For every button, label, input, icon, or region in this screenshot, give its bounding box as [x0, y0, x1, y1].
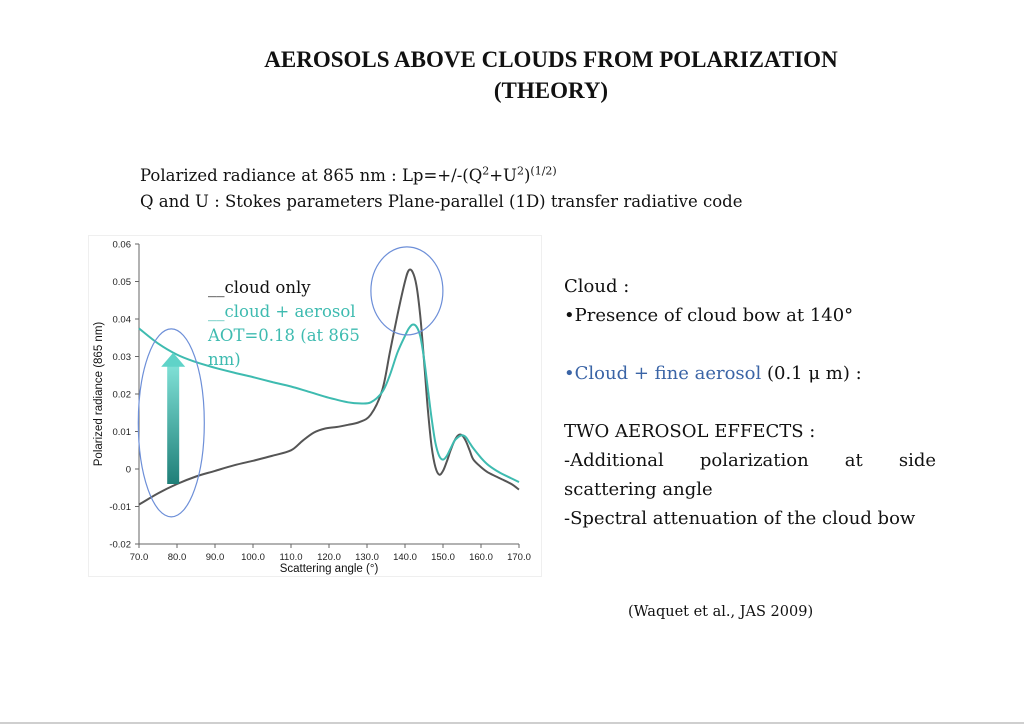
aerosol-line: •Cloud + fine aerosol (0.1 μ m) : [564, 359, 936, 388]
y-tick-label: 0 [126, 465, 131, 476]
formula-block: Polarized radiance at 865 nm : Lp=+/-(Q2… [140, 163, 742, 215]
x-tick-label: 150.0 [431, 552, 455, 563]
x-tick-label: 70.0 [130, 552, 149, 563]
aerosol-colored-text: •Cloud + fine aerosol [564, 363, 762, 384]
explanation-panel: Cloud : •Presence of cloud bow at 140° •… [564, 272, 936, 533]
chart-panel: 0.06 0.05 0.04 0.03 0.02 0.01 0 -0.01 -0.02 70.0 8… [88, 235, 542, 577]
y-tick-label: 0.04 [113, 315, 132, 326]
formula-line-1: Polarized radiance at 865 nm : Lp=+/-(Q2… [140, 163, 742, 189]
y-tick-label: 0.03 [113, 352, 132, 363]
title-line-2: (THEORY) [493, 78, 609, 103]
y-tick-label: 0.05 [113, 277, 132, 288]
legend-cloud-aerosol: __cloud + aerosol [208, 302, 356, 321]
aerosol-rest-text: (0.1 μ m) : [761, 363, 862, 384]
formula-sup-1: 2 [482, 164, 490, 178]
formula-mid: +U [489, 166, 517, 185]
x-tick-label: 140.0 [393, 552, 417, 563]
citation: (Waquet et al., JAS 2009) [628, 604, 814, 620]
legend-aot: AOT=0.18 (at 865 nm) [208, 326, 360, 369]
spacer [564, 388, 936, 417]
effects-heading: TWO AEROSOL EFFECTS : [564, 421, 816, 442]
x-tick-label: 160.0 [469, 552, 493, 563]
y-axis-title: Polarized radiance (865 nm) [93, 322, 105, 467]
x-tick-label: 80.0 [168, 552, 187, 563]
x-tick-label: 130.0 [355, 552, 379, 563]
x-tick-label: 110.0 [279, 552, 302, 563]
slide-title: AEROSOLS ABOVE CLOUDS FROM POLARIZATION … [230, 44, 872, 106]
cloud-bow-ellipse [370, 246, 444, 336]
y-tick-label: 0.01 [113, 427, 132, 438]
x-axis-title: Scattering angle (°) [280, 563, 379, 575]
x-tick-label: 90.0 [206, 552, 225, 563]
chart-legend: __cloud only __cloud + aerosol AOT=0.18 … [208, 276, 373, 372]
formula-close: ) [523, 166, 531, 185]
series-line-cloud-aerosol [138, 323, 520, 484]
side-scatter-ellipse [137, 328, 205, 518]
arrow-head-icon [161, 352, 186, 367]
cloud-heading: Cloud : [564, 276, 630, 297]
y-tick-label: -0.01 [109, 502, 131, 513]
formula-sup-2: 2 [516, 164, 524, 178]
spacer [564, 330, 936, 359]
legend-cloud-only: __cloud only [208, 278, 311, 297]
x-tick-label: 120.0 [317, 552, 341, 563]
y-tick-label: 0.02 [113, 390, 132, 401]
y-tick-label: -0.02 [109, 540, 131, 551]
formula-sup-3: (1/2) [530, 164, 557, 178]
arrow-shaft [167, 365, 180, 484]
series-line-cloud-only [138, 268, 520, 506]
y-tick-label: 0.06 [113, 240, 132, 251]
formula-line-2: Q and U : Stokes parameters Plane-parall… [140, 192, 743, 211]
effect-1: -Additional polarization at side scatter… [564, 450, 936, 500]
cloud-bullet: •Presence of cloud bow at 140° [564, 305, 854, 326]
x-tick-label: 100.0 [241, 552, 265, 563]
title-line-1: AEROSOLS ABOVE CLOUDS FROM POLARIZATION [264, 47, 838, 72]
effect-2: -Spectral attenuation of the cloud bow [564, 508, 916, 529]
bottom-divider [0, 722, 1024, 724]
x-tick-label: 170.0 [507, 552, 531, 563]
formula-prefix: Polarized radiance at 865 nm : Lp=+/-(Q [140, 166, 483, 185]
